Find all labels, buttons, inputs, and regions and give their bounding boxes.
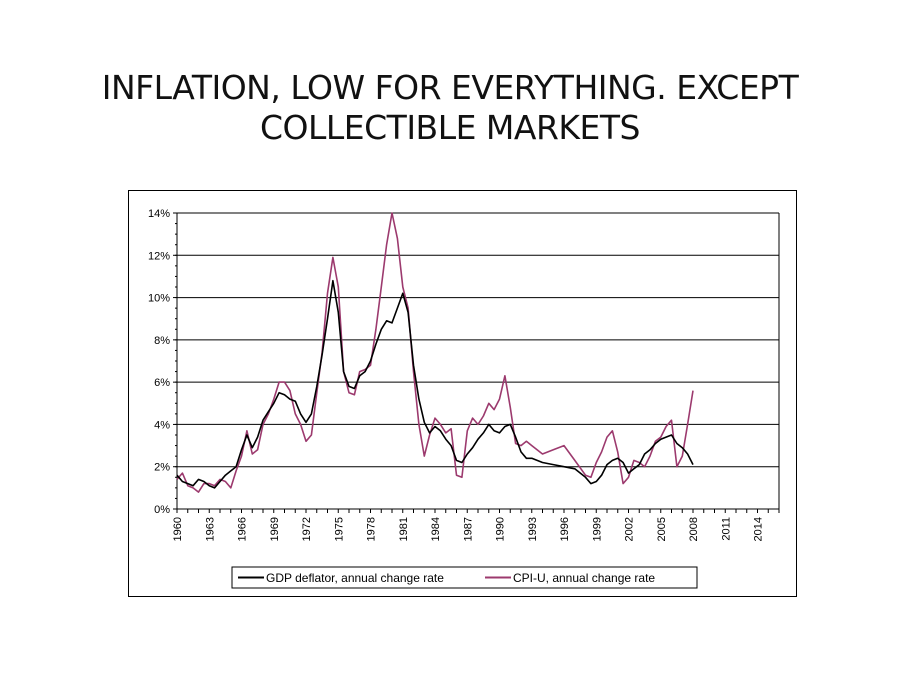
x-tick-label: 1966	[237, 517, 249, 541]
series-lines	[176, 212, 694, 493]
x-tick-label: 2011	[720, 517, 732, 541]
y-tick-label: 0%	[154, 504, 170, 516]
axes	[173, 212, 780, 513]
x-tick-label: 1978	[366, 517, 378, 541]
x-tick-label: 2008	[688, 517, 700, 541]
x-tick-label: 1969	[269, 517, 281, 541]
x-tick-label: 2005	[656, 517, 668, 541]
slide-title: INFLATION, LOW FOR EVERYTHING. EXCEPT CO…	[40, 68, 860, 148]
x-tick-label: 2002	[624, 517, 636, 541]
x-tick-label: 1996	[559, 517, 571, 541]
line-chart: 0% 2% 4% 6% 8% 10% 12% 14% 1960 1963 1966 1969 1972…	[148, 208, 780, 589]
y-tick-label: 8%	[154, 335, 170, 347]
chart-frame: 0% 2% 4% 6% 8% 10% 12% 14% 1960 1963 1966 1969 1972…	[128, 190, 797, 597]
y-tick-label: 6%	[154, 377, 170, 389]
x-tick-label: 2014	[753, 517, 765, 541]
x-tick-labels: 1960 1963 1966 1969 1972 1975 1978 1981 1984 1987…	[172, 517, 765, 541]
legend-item-gdp-label: GDP deflator, annual change rate	[266, 571, 444, 585]
slide-title-line-1: INFLATION, LOW FOR EVERYTHING. EXCEPT	[101, 68, 799, 107]
x-tick-label: 1990	[495, 517, 507, 541]
y-tick-label: 2%	[154, 462, 170, 474]
x-tick-label: 1963	[204, 517, 216, 541]
x-tick-label: 1960	[172, 517, 184, 541]
legend-box	[231, 566, 698, 589]
y-tick-label: 12%	[148, 250, 170, 262]
cpi-u-line	[176, 212, 694, 493]
x-tick-label: 1999	[591, 517, 603, 541]
y-tick-labels: 0% 2% 4% 6% 8% 10% 12% 14%	[148, 208, 170, 516]
x-tick-label: 1975	[333, 517, 345, 541]
y-tick-label: 14%	[148, 208, 170, 220]
x-tick-label: 1972	[301, 517, 313, 541]
x-tick-label: 1993	[527, 517, 539, 541]
gdp-deflator-line	[176, 279, 694, 489]
y-tick-label: 4%	[154, 419, 170, 431]
x-tick-label: 1981	[398, 517, 410, 541]
slide-title-line-2: COLLECTIBLE MARKETS	[259, 108, 641, 147]
chart-legend: GDP deflator, annual change rate CPI-U, a…	[231, 566, 698, 589]
x-tick-label: 1984	[430, 517, 442, 541]
y-tick-label: 10%	[148, 293, 170, 305]
legend-item-cpi-label: CPI-U, annual change rate	[513, 571, 655, 585]
gridlines	[177, 212, 779, 510]
x-tick-label: 1987	[462, 517, 474, 541]
